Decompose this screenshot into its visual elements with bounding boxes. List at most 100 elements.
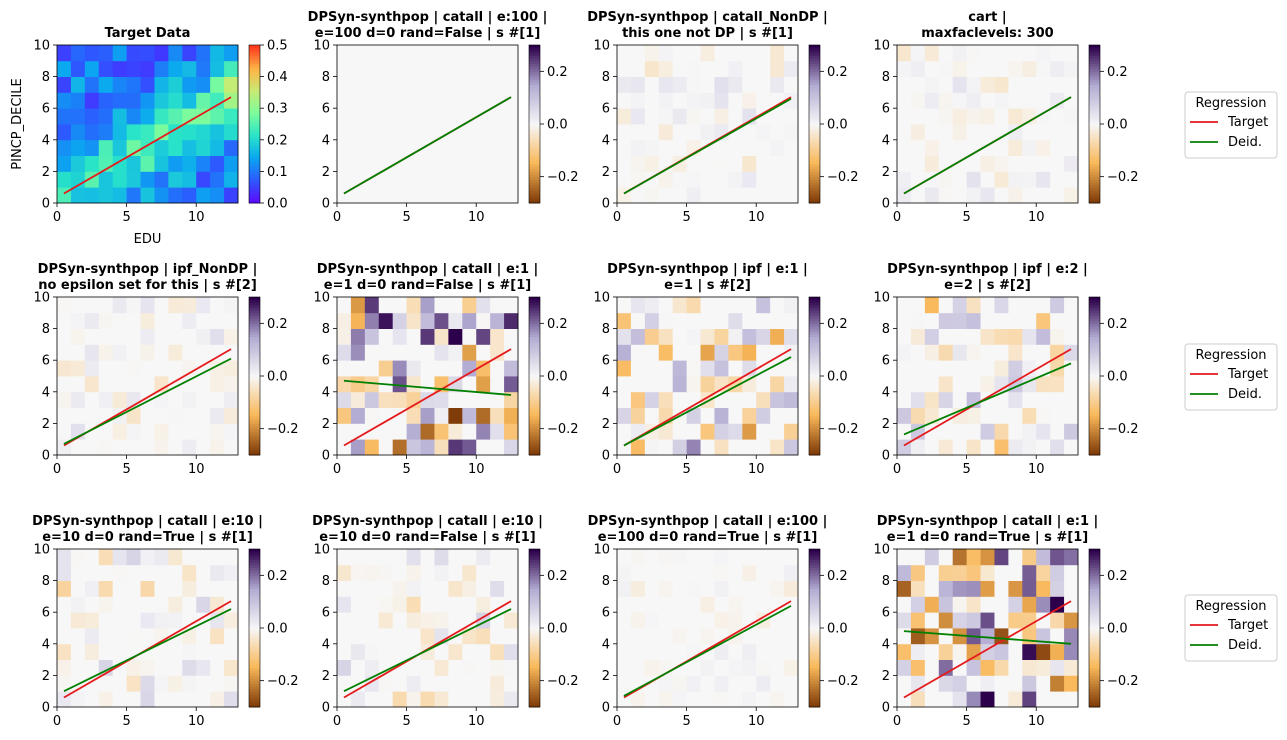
heatmap-cell — [1022, 139, 1037, 156]
colorbar-segment — [809, 73, 820, 78]
heatmap-cell — [140, 439, 155, 456]
heatmap-cell — [910, 328, 926, 345]
colorbar-segment — [249, 420, 260, 424]
heatmap-cell — [182, 344, 197, 361]
heatmap-cell — [728, 391, 743, 408]
colorbar-segment — [1089, 171, 1100, 175]
colorbar-segment — [1089, 108, 1100, 112]
heatmap-cell — [448, 612, 463, 629]
heatmap-cell — [1008, 407, 1023, 424]
heatmap-cell — [378, 76, 394, 93]
colorbar-segment — [529, 439, 540, 443]
heatmap-cell — [686, 187, 701, 204]
heatmap-cell — [630, 612, 646, 629]
legend-label: Deid. — [1228, 135, 1262, 150]
colorbar-segment — [809, 591, 820, 595]
heatmap-cell — [952, 328, 968, 345]
heatmap-cell — [140, 328, 155, 345]
heatmap-cell — [644, 60, 660, 77]
colorbar-segment — [809, 588, 820, 592]
colorbar-segment — [529, 362, 540, 366]
heatmap-cell — [994, 391, 1009, 408]
heatmap-cell — [126, 423, 141, 440]
subplot-7: DPSyn-synthpop | ipf | e:2 |e=2 | s #[2]… — [873, 262, 1138, 477]
heatmap-cell — [112, 628, 128, 645]
heatmap-cell — [350, 643, 366, 660]
heatmap-cell — [897, 643, 912, 660]
heatmap-cell — [154, 297, 169, 314]
heatmap-cell — [644, 344, 660, 361]
heatmap-cell — [994, 675, 1009, 692]
heatmap-cell — [952, 344, 968, 361]
colorbar-segment — [529, 147, 540, 151]
heatmap-cell — [658, 580, 674, 597]
heatmap-cell — [420, 360, 435, 377]
colorbar-segment — [809, 635, 820, 640]
heatmap-cell — [924, 312, 940, 329]
heatmap-cell — [182, 171, 197, 188]
heatmap-cell — [952, 564, 968, 581]
heatmap-cell — [714, 549, 729, 566]
heatmap-cell — [1008, 76, 1023, 93]
heatmap-cell — [84, 407, 100, 424]
heatmap-cell — [337, 675, 352, 692]
heatmap-cell — [378, 675, 394, 692]
heatmap-cell — [140, 171, 155, 188]
colorbar-segment — [1089, 625, 1100, 629]
heatmap-cell — [406, 328, 421, 345]
y-tick-label: 0 — [882, 197, 890, 212]
heatmap-cell — [924, 580, 940, 597]
colorbar-segment — [1089, 147, 1100, 151]
heatmap-cell — [770, 297, 785, 314]
heatmap-cell — [392, 45, 408, 62]
heatmap-cell — [210, 76, 225, 93]
heatmap-cell — [1036, 643, 1051, 660]
heatmap-cell — [84, 580, 100, 597]
heatmap-cell — [490, 60, 505, 77]
heatmap-cell — [1064, 407, 1079, 424]
heatmap-cell — [686, 628, 701, 645]
colorbar-segment — [1089, 58, 1100, 62]
colorbar-segment — [1089, 678, 1100, 682]
heatmap-cell — [994, 344, 1009, 361]
colorbar-segment — [529, 145, 540, 149]
colorbar-segment — [529, 155, 540, 159]
colorbar-segment — [249, 336, 260, 340]
heatmap-cell — [420, 171, 435, 188]
heatmap-cell — [337, 549, 352, 566]
colorbar-segment — [529, 105, 540, 109]
heatmap-cell — [378, 45, 394, 62]
heatmap-cell — [490, 628, 505, 645]
subplot-title: maxfaclevels: 300 — [921, 26, 1053, 41]
heatmap-cell — [420, 407, 435, 424]
heatmap-cell — [897, 659, 912, 676]
colorbar-tick-label: 0.2 — [547, 569, 568, 584]
heatmap-cell — [700, 360, 715, 377]
heatmap-cell — [770, 155, 785, 172]
heatmap-cell — [728, 549, 743, 566]
heatmap-cell — [728, 297, 743, 314]
heatmap-cell — [1050, 45, 1065, 62]
heatmap-cell — [420, 124, 435, 141]
heatmap-cell — [154, 155, 169, 172]
heatmap-cell — [434, 76, 449, 93]
heatmap-cell — [84, 564, 100, 581]
colorbar-segment — [809, 344, 820, 348]
heatmap-cell — [98, 628, 114, 645]
heatmap-cell — [392, 92, 408, 109]
heatmap-cell — [112, 360, 128, 377]
colorbar-segment — [529, 378, 540, 382]
legend-title: Regression — [1195, 348, 1266, 363]
colorbar-segment — [1089, 604, 1100, 608]
heatmap-cell — [714, 187, 729, 204]
colorbar-segment — [1089, 365, 1100, 369]
heatmap-cell — [1022, 564, 1037, 581]
colorbar-segment — [249, 439, 260, 443]
colorbar-segment — [1089, 150, 1100, 154]
heatmap-cell — [57, 76, 72, 93]
heatmap-cell — [406, 45, 421, 62]
heatmap-cell — [617, 139, 632, 156]
heatmap-cell — [784, 407, 799, 424]
heatmap-cell — [378, 612, 394, 629]
colorbar-segment — [529, 420, 540, 424]
